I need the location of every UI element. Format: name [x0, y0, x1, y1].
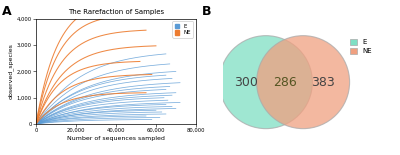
Text: A: A	[2, 5, 12, 18]
Text: 300: 300	[234, 76, 258, 89]
Legend: E, NE: E, NE	[348, 37, 374, 56]
Text: 383: 383	[311, 76, 335, 89]
Text: B: B	[202, 5, 212, 18]
Legend: E, NE: E, NE	[172, 21, 193, 38]
Circle shape	[257, 36, 350, 129]
X-axis label: Number of sequences sampled: Number of sequences sampled	[67, 136, 165, 141]
Y-axis label: observed_species: observed_species	[8, 43, 14, 99]
Circle shape	[219, 36, 312, 129]
Text: 286: 286	[273, 76, 296, 89]
Title: The Rarefaction of Samples: The Rarefaction of Samples	[68, 9, 164, 16]
